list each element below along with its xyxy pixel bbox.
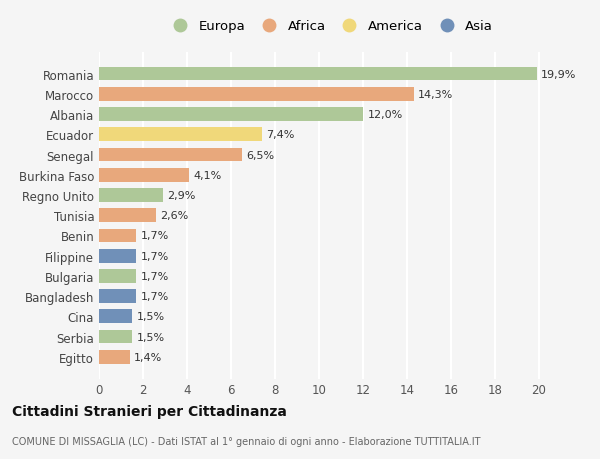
Bar — [99, 128, 262, 142]
Text: 7,4%: 7,4% — [266, 130, 295, 140]
Bar — [99, 148, 242, 162]
Text: 1,7%: 1,7% — [141, 251, 169, 261]
Bar — [99, 168, 189, 182]
Legend: Europa, Africa, America, Asia: Europa, Africa, America, Asia — [167, 20, 493, 33]
Bar — [99, 350, 130, 364]
Text: 14,3%: 14,3% — [418, 90, 453, 100]
Text: COMUNE DI MISSAGLIA (LC) - Dati ISTAT al 1° gennaio di ogni anno - Elaborazione : COMUNE DI MISSAGLIA (LC) - Dati ISTAT al… — [12, 437, 481, 446]
Text: 1,7%: 1,7% — [141, 291, 169, 302]
Bar — [99, 108, 363, 122]
Text: 1,5%: 1,5% — [136, 312, 164, 322]
Bar — [99, 189, 163, 202]
Bar — [99, 209, 156, 223]
Text: 12,0%: 12,0% — [367, 110, 403, 120]
Bar — [99, 269, 136, 283]
Bar — [99, 249, 136, 263]
Text: 1,4%: 1,4% — [134, 352, 163, 362]
Text: 6,5%: 6,5% — [247, 150, 275, 160]
Text: 1,7%: 1,7% — [141, 231, 169, 241]
Bar — [99, 67, 537, 81]
Bar — [99, 229, 136, 243]
Text: 1,5%: 1,5% — [136, 332, 164, 342]
Text: 1,7%: 1,7% — [141, 271, 169, 281]
Text: Cittadini Stranieri per Cittadinanza: Cittadini Stranieri per Cittadinanza — [12, 404, 287, 419]
Text: 2,9%: 2,9% — [167, 190, 196, 201]
Bar — [99, 310, 132, 324]
Text: 4,1%: 4,1% — [194, 170, 222, 180]
Text: 19,9%: 19,9% — [541, 69, 577, 79]
Bar — [99, 330, 132, 344]
Bar — [99, 290, 136, 303]
Bar — [99, 88, 413, 101]
Text: 2,6%: 2,6% — [161, 211, 189, 221]
